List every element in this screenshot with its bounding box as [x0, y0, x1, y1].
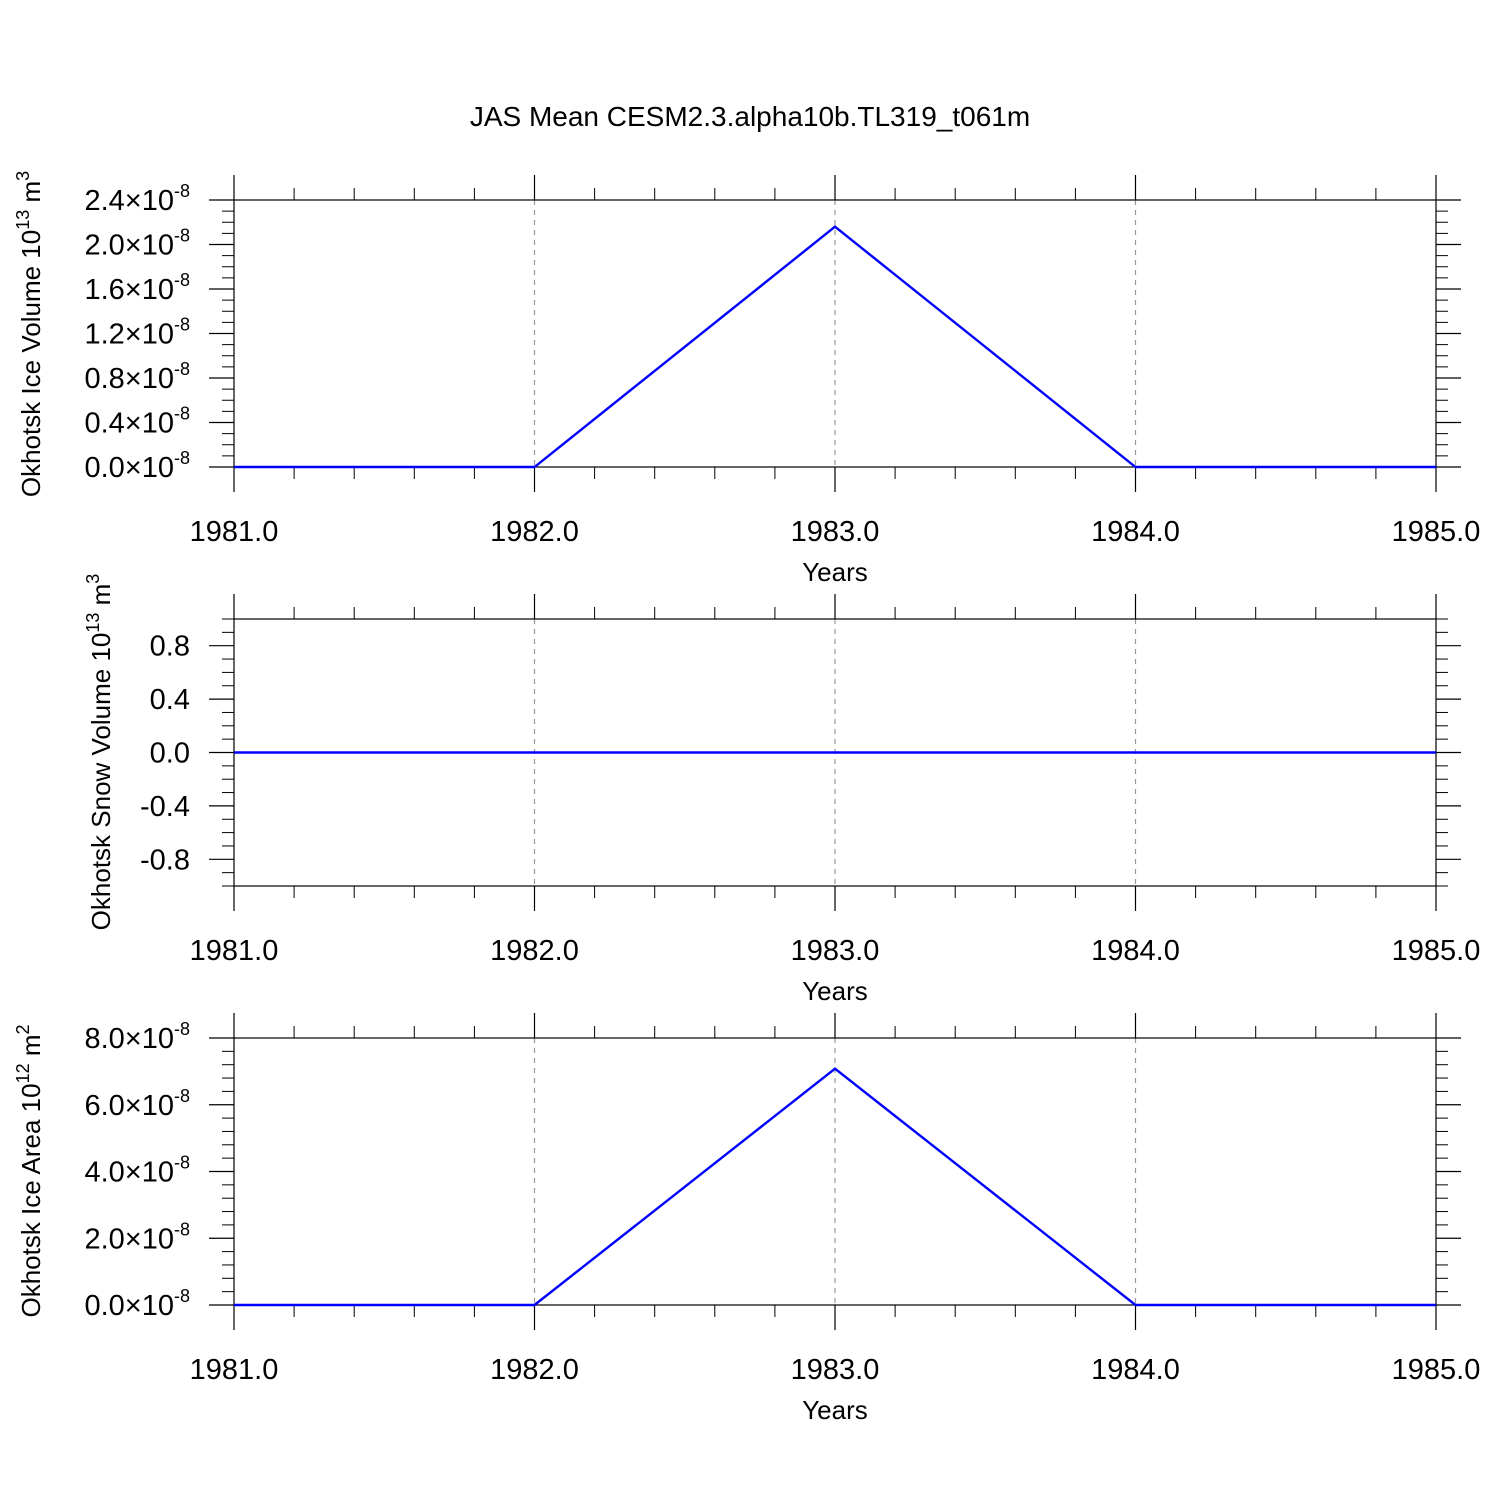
x-tick-label: 1982.0 — [490, 1354, 579, 1386]
y-axis-label: Okhotsk Ice Volume 1013 m3 — [13, 171, 46, 497]
y-tick-label: 1.6×10-8 — [84, 270, 190, 306]
x-tick-label: 1983.0 — [791, 1354, 880, 1386]
x-tick-label: 1982.0 — [490, 935, 579, 967]
y-tick-label: 0.0×10-8 — [84, 448, 190, 484]
y-tick-label: 0.4×10-8 — [84, 404, 190, 440]
x-tick-label: 1984.0 — [1091, 935, 1180, 967]
x-tick-label: 1984.0 — [1091, 516, 1180, 548]
chart-title: JAS Mean CESM2.3.alpha10b.TL319_t061m — [470, 101, 1030, 132]
series-line — [234, 1067, 1436, 1307]
x-tick-label: 1985.0 — [1392, 516, 1481, 548]
y-tick-label: 8.0×10-8 — [84, 1019, 190, 1055]
y-tick-label: 0.4 — [150, 684, 190, 716]
y-tick-label: 2.4×10-8 — [84, 181, 190, 217]
y-tick-label: 1.2×10-8 — [84, 315, 190, 351]
y-axis-label: Okhotsk Snow Volume 1013 m3 — [83, 574, 116, 931]
x-tick-label: 1981.0 — [190, 1354, 279, 1386]
y-tick-label: -0.4 — [140, 791, 190, 823]
panel-1: 1981.0 1982.0 1983.0 1984.0 1985.0 0.0×10-8 0.… — [13, 171, 1480, 587]
x-tick-label: 1983.0 — [791, 516, 880, 548]
y-tick-label: 0.8 — [150, 631, 190, 663]
y-tick-label: 4.0×10-8 — [84, 1153, 190, 1189]
panels: 1981.0 1982.0 1983.0 1984.0 1985.0 0.0×10-8 0.… — [13, 171, 1480, 1425]
y-tick-label: 2.0×10-8 — [84, 226, 190, 262]
panel-3: 1981.0 1982.0 1983.0 1984.0 1985.0 0.0×10-8 2.… — [13, 1013, 1480, 1425]
x-axis-label: Years — [802, 976, 868, 1006]
x-tick-label: 1982.0 — [490, 516, 579, 548]
y-axis-label: Okhotsk Ice Area 1012 m2 — [13, 1024, 46, 1317]
x-tick-label: 1985.0 — [1392, 935, 1481, 967]
x-tick-label: 1984.0 — [1091, 1354, 1180, 1386]
y-tick-label: 2.0×10-8 — [84, 1219, 190, 1255]
y-tick-label: 0.8×10-8 — [84, 359, 190, 395]
y-tick-label: 0.0×10-8 — [84, 1286, 190, 1322]
x-tick-label: 1985.0 — [1392, 1354, 1481, 1386]
panel-2: 1981.0 1982.0 1983.0 1984.0 1985.0 -0.8 -0.4 0.… — [83, 574, 1480, 1006]
x-axis-label: Years — [802, 557, 868, 587]
series-line — [234, 225, 1436, 469]
x-tick-label: 1981.0 — [190, 516, 279, 548]
y-tick-label: 6.0×10-8 — [84, 1086, 190, 1122]
x-tick-label: 1981.0 — [190, 935, 279, 967]
y-tick-label: -0.8 — [140, 844, 190, 876]
x-axis-label: Years — [802, 1395, 868, 1425]
y-tick-label: 0.0 — [150, 738, 190, 770]
x-tick-label: 1983.0 — [791, 935, 880, 967]
